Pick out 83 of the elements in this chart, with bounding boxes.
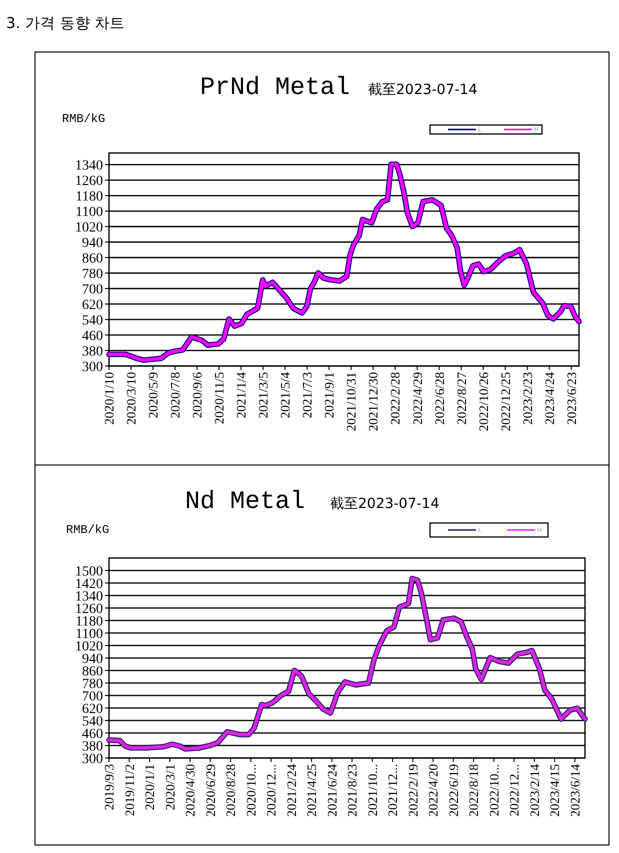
x-tick-label: 2022/10... xyxy=(486,764,502,816)
x-tick-label: 2021/7/3 xyxy=(300,372,315,418)
x-tick-label: 2020/10... xyxy=(243,764,258,816)
y-tick-label: 1180 xyxy=(76,614,103,630)
x-tick-label: 2020/1/1 xyxy=(142,764,158,810)
x-tick-label: 2020/1/10 xyxy=(102,372,117,425)
y-tick-label: 460 xyxy=(82,726,103,742)
y-tick-label: 1340 xyxy=(75,158,103,174)
x-tick-label: 2021/9/1 xyxy=(322,372,337,418)
x-tick-label: 2022/8/18 xyxy=(466,764,482,817)
chart-subtitle: 截至2023-07-14 xyxy=(368,82,478,98)
y-tick-label: 620 xyxy=(82,298,103,313)
x-tick-label: 2023/6/14 xyxy=(567,764,582,817)
x-tick-label: 2023/2/23 xyxy=(520,372,535,425)
y-tick-label: 380 xyxy=(82,739,103,754)
y-tick-label: 1180 xyxy=(76,190,103,204)
chart-title: Nd Metal xyxy=(185,487,306,516)
y-tick-label: 1420 xyxy=(75,576,103,592)
x-tick-label: 2021/8/23 xyxy=(344,764,360,817)
x-tick-label: 2022/12/25 xyxy=(498,372,513,432)
y-tick-label: 300 xyxy=(82,360,103,375)
x-tick-label: 2022/4/20 xyxy=(426,764,441,817)
y-tick-label: 540 xyxy=(82,714,103,730)
y-tick-label: 1100 xyxy=(76,204,103,220)
x-tick-label: 2022/2/19 xyxy=(405,764,420,817)
x-tick-label: 2020/4/30 xyxy=(182,764,198,817)
y-axis-title: RMB/kG xyxy=(66,523,110,537)
x-tick-label: 2021/2/24 xyxy=(284,764,299,817)
y-tick-label: 540 xyxy=(82,313,103,328)
x-tick-label: 2021/5/4 xyxy=(278,372,293,418)
chart-title: PrNd Metal xyxy=(200,73,350,102)
x-tick-label: 2021/6/24 xyxy=(324,764,340,817)
x-tick-label: 2023/4/24 xyxy=(542,372,557,425)
x-tick-label: 2020/11/5 xyxy=(212,372,227,424)
x-tick-label: 2022/6/28 xyxy=(432,372,447,425)
x-tick-label: 2021/12/30 xyxy=(366,372,381,432)
y-tick-label: 1340 xyxy=(75,589,103,604)
x-tick-label: 2022/6/19 xyxy=(446,764,461,817)
x-tick-label: 2022/2/28 xyxy=(388,372,403,425)
x-tick-label: 2021/4/25 xyxy=(304,764,320,817)
y-tick-label: 300 xyxy=(82,752,103,767)
y-tick-label: 860 xyxy=(82,664,103,680)
y-tick-label: 1260 xyxy=(75,602,103,617)
chart-subtitle: 截至2023-07-14 xyxy=(330,496,440,512)
x-tick-label: 2020/3/10 xyxy=(124,372,139,425)
x-tick-label: 2023/2/14 xyxy=(526,764,542,817)
y-tick-label: 860 xyxy=(82,251,103,266)
x-tick-label: 2021/1/4 xyxy=(234,372,249,418)
x-tick-label: 2020/3/1 xyxy=(162,764,178,810)
x-tick-label: 2020/8/28 xyxy=(223,764,238,817)
x-tick-label: 2021/10... xyxy=(364,764,380,816)
y-tick-label: 1020 xyxy=(75,220,103,236)
x-tick-label: 2020/9/6 xyxy=(190,372,205,418)
y-tick-label: 940 xyxy=(82,652,103,667)
y-tick-label: 1260 xyxy=(75,174,103,190)
x-tick-label: 2021/10/31 xyxy=(344,372,359,432)
y-tick-label: 620 xyxy=(82,702,103,717)
x-tick-label: 2020/7/8 xyxy=(168,372,183,418)
x-tick-label: 2020/12... xyxy=(264,764,279,816)
y-tick-label: 1020 xyxy=(75,639,103,654)
y-tick-label: 1500 xyxy=(75,564,103,580)
x-tick-label: 2020/5/9 xyxy=(146,372,161,418)
y-tick-label: 700 xyxy=(82,689,103,704)
y-axis-title: RMB/kG xyxy=(62,112,106,126)
y-tick-label: 780 xyxy=(82,266,103,282)
x-tick-label: 2022/4/29 xyxy=(410,372,425,425)
x-tick-label: 2023/6/23 xyxy=(564,372,579,425)
x-tick-label: 2019/11/2 xyxy=(122,764,137,816)
y-tick-label: 380 xyxy=(82,344,103,360)
y-tick-label: 940 xyxy=(82,236,103,251)
x-tick-label: 2021/3/5 xyxy=(256,372,271,418)
x-tick-label: 2022/12... xyxy=(506,764,522,816)
y-tick-label: 1100 xyxy=(76,626,103,642)
x-tick-label: 2022/8/27 xyxy=(454,372,469,425)
y-tick-label: 780 xyxy=(82,676,103,692)
text: 3. 가격 동향 차트 xyxy=(6,14,125,32)
y-tick-label: 460 xyxy=(82,328,103,344)
x-tick-label: 2022/10/26 xyxy=(476,372,491,432)
x-tick-label: 2021/12... xyxy=(385,764,400,816)
x-tick-label: 2019/9/3 xyxy=(102,764,117,810)
y-tick-label: 700 xyxy=(82,282,103,298)
x-tick-label: 2023/4/15 xyxy=(547,764,562,817)
x-tick-label: 2020/6/29 xyxy=(202,764,218,817)
